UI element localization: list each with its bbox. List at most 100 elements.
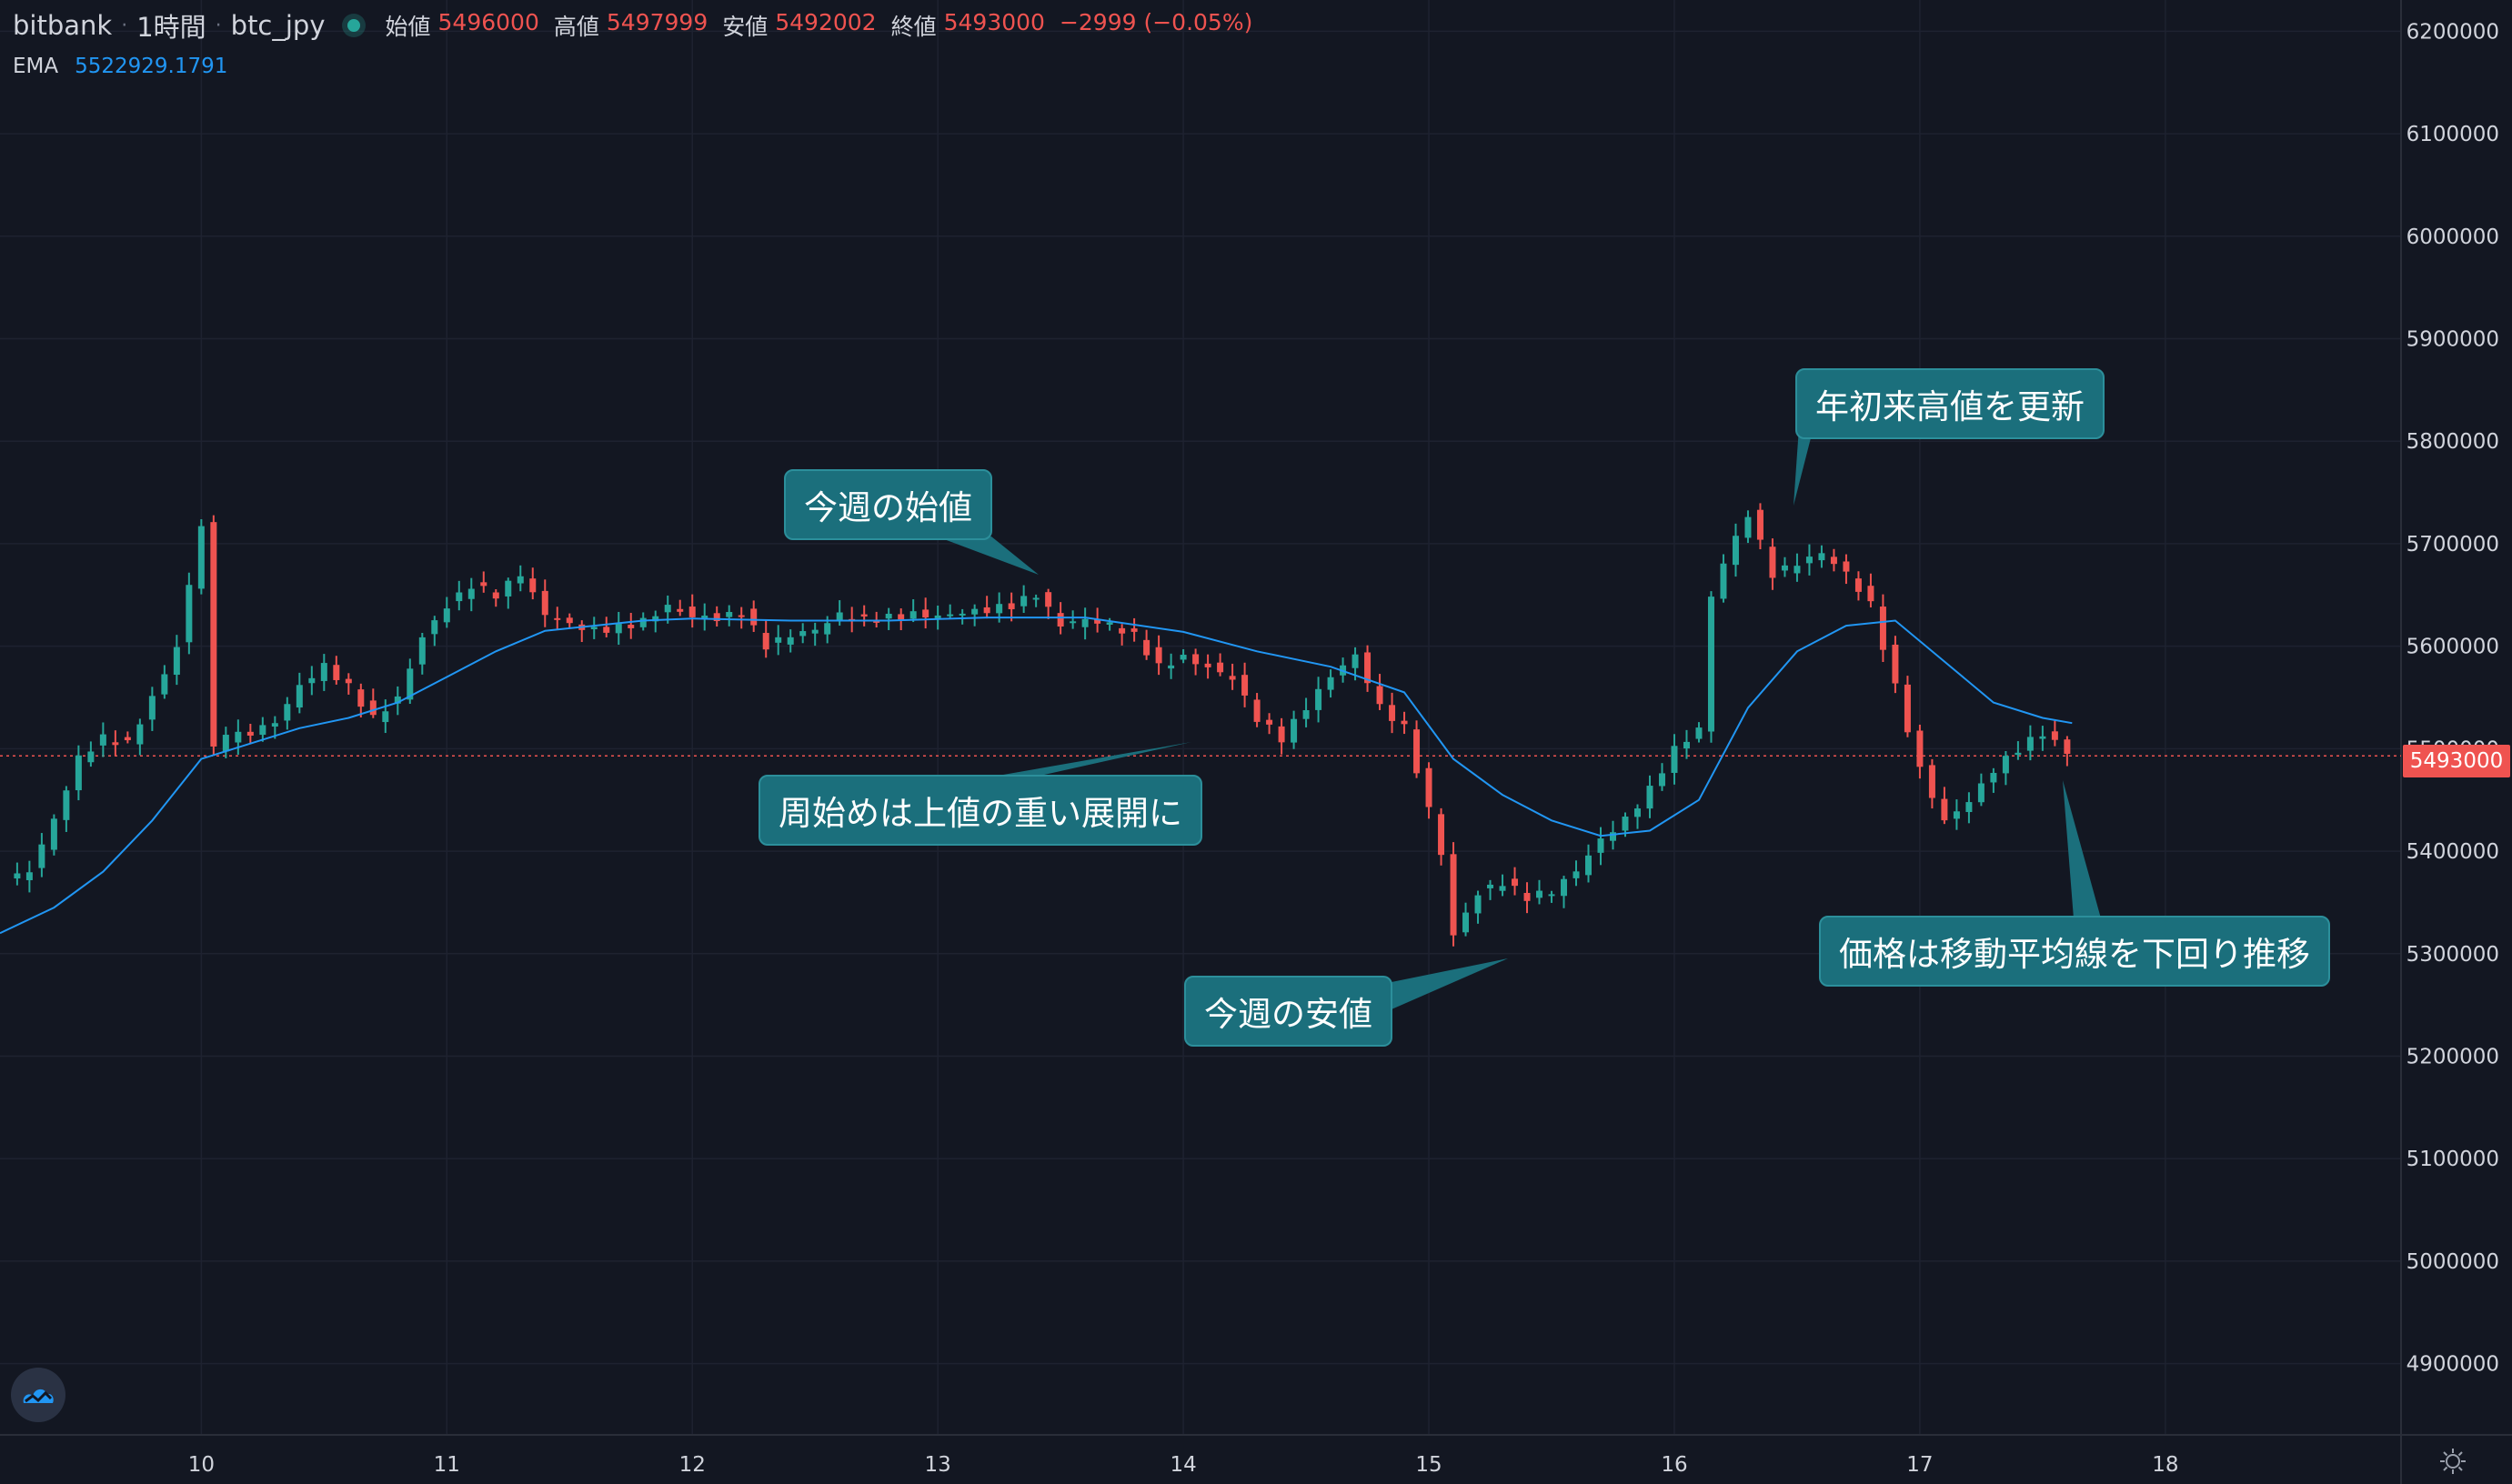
close-label: 終値 <box>890 14 937 40</box>
ema-legend[interactable]: EMA 5522929.1791 <box>13 55 227 78</box>
price-tick-label: 6100000 <box>2406 123 2499 146</box>
candle-body <box>320 663 327 681</box>
candle-body <box>652 616 659 622</box>
time-tick-label: 17 <box>1906 1453 1933 1477</box>
annotation-weekly-open[interactable]: 今週の始値 <box>784 469 992 540</box>
candle-body <box>1499 886 1506 891</box>
candle-body <box>112 742 119 746</box>
candle-body <box>1020 596 1028 607</box>
candle-body <box>983 607 990 614</box>
candle-body <box>1720 563 1727 599</box>
candle-body <box>2002 756 2009 774</box>
candle-body <box>186 585 193 643</box>
annotation-weekly-low[interactable]: 今週の安値 <box>1184 976 1392 1047</box>
annotation-pointer <box>1392 958 1508 1009</box>
candle-body <box>1119 627 1126 634</box>
candle-body <box>1585 855 1593 876</box>
candle-body <box>259 725 266 736</box>
candle-body <box>517 576 524 584</box>
candle-body <box>1561 878 1568 897</box>
price-tick-label: 5000000 <box>2406 1250 2499 1274</box>
annotation-pointer <box>2063 780 2101 918</box>
candle-body <box>1646 786 1653 809</box>
time-tick-label: 12 <box>679 1453 706 1477</box>
annotation-pointer <box>937 536 1039 575</box>
time-tick-label: 10 <box>188 1453 215 1477</box>
price-tick-label: 5900000 <box>2406 328 2499 352</box>
candle-body <box>1351 654 1359 668</box>
candle-body <box>1192 654 1200 665</box>
candle-body <box>1462 912 1470 933</box>
candle-body <box>922 609 929 617</box>
separator-dot: · <box>215 14 222 37</box>
candle-body <box>1781 565 1788 571</box>
candle-body <box>1928 765 1935 798</box>
candle-body <box>1805 556 1813 564</box>
candle-body <box>750 608 758 626</box>
annotation-ytd-high[interactable]: 年初来高値を更新 <box>1795 368 2105 439</box>
candle-body <box>63 790 70 820</box>
low-label: 安値 <box>722 14 769 40</box>
candle-body <box>1106 622 1113 626</box>
candle-body <box>1818 553 1825 561</box>
candle-body <box>775 637 782 643</box>
annotation-heavy-upside[interactable]: 周始めは上値の重い展開に <box>759 775 1202 846</box>
candle-body <box>1843 561 1850 572</box>
candle-body <box>860 614 868 617</box>
price-tick-label: 5400000 <box>2406 840 2499 864</box>
candle-body <box>1512 878 1519 887</box>
symbol-label[interactable]: btc_jpy <box>230 10 326 41</box>
candle-body <box>25 872 33 880</box>
ohlc-readout: 始値 5496000 高値 5497999 安値 5492002 終値 5493000 … <box>386 9 1261 42</box>
candle-body <box>235 731 242 743</box>
candle-body <box>407 668 414 700</box>
candle-body <box>296 685 303 708</box>
candle-body <box>99 734 106 746</box>
close-value: 5493000 <box>943 9 1045 35</box>
candle-body <box>1879 607 1886 650</box>
candle-body <box>136 724 144 745</box>
candle-body <box>443 608 450 623</box>
candle-body <box>909 611 917 619</box>
candle-body <box>1364 652 1372 684</box>
price-tick-label: 5100000 <box>2406 1148 2499 1171</box>
candle-body <box>1941 798 1948 821</box>
candle-body <box>934 615 941 618</box>
candle-body <box>590 627 598 630</box>
cloud-logo-icon[interactable] <box>11 1368 65 1422</box>
time-tick-label: 11 <box>434 1453 460 1477</box>
candle-body <box>357 689 365 707</box>
candle-body <box>271 723 278 727</box>
candle-body <box>369 700 377 716</box>
candle-body <box>873 620 880 623</box>
candle-body <box>1977 783 1984 803</box>
candle-body <box>210 522 217 747</box>
candle-body <box>505 580 512 597</box>
gear-icon[interactable] <box>2439 1448 2467 1475</box>
candle-body <box>836 612 843 620</box>
candle-body <box>1438 814 1445 856</box>
candle-body <box>1401 720 1408 725</box>
candle-body <box>529 578 537 593</box>
candle-body <box>124 737 131 741</box>
candle-body <box>1892 644 1899 684</box>
annotation-pointer <box>982 742 1191 778</box>
exchange-name[interactable]: bitbank <box>13 10 113 41</box>
candle-body <box>1094 618 1101 624</box>
candle-body <box>345 678 352 684</box>
candle-body <box>554 617 561 620</box>
candle-body <box>50 818 57 850</box>
time-tick-label: 13 <box>925 1453 951 1477</box>
candle-body <box>947 614 954 617</box>
candle-body <box>738 615 745 617</box>
candle-body <box>1008 603 1015 609</box>
candle-body <box>1070 621 1077 624</box>
candle-body <box>1904 684 1911 733</box>
candle-body <box>1130 628 1138 632</box>
ema-value: 5522929.1791 <box>75 55 228 78</box>
interval-label[interactable]: 1時間 <box>136 12 206 43</box>
candle-body <box>1155 647 1162 664</box>
candle-body <box>2039 736 2046 739</box>
annotation-below-ema[interactable]: 価格は移動平均線を下回り推移 <box>1819 916 2330 987</box>
